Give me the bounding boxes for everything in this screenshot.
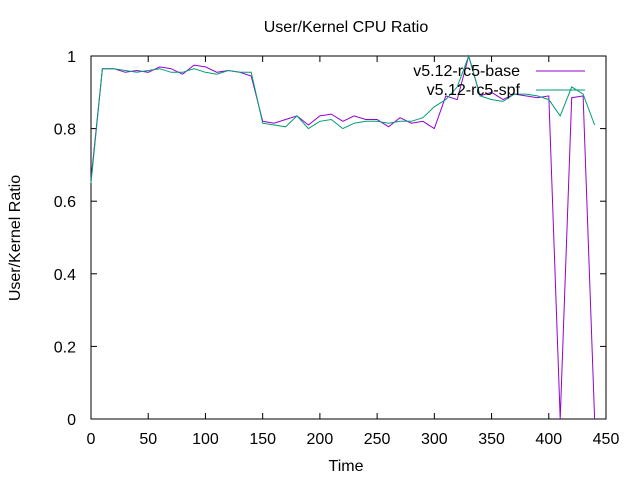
legend-label: v5.12-rc5-base [413, 63, 520, 80]
series-lines [90, 54, 596, 420]
x-tick-label: 200 [307, 431, 334, 448]
series-line-1 [90, 54, 596, 420]
x-tick-label: 150 [249, 431, 276, 448]
x-axis-label: Time [329, 458, 364, 475]
y-tick-label: 1 [67, 49, 76, 66]
plot-area [90, 55, 607, 420]
series-line-2 [90, 54, 596, 184]
x-tick-label: 400 [535, 431, 562, 448]
y-tick-label: 0.8 [54, 122, 76, 139]
x-tick-label: 100 [192, 431, 219, 448]
x-tick-label: 250 [364, 431, 391, 448]
x-tick-label: 50 [139, 431, 157, 448]
chart-title: User/Kernel CPU Ratio [264, 19, 429, 36]
y-tick-label: 0.2 [54, 339, 76, 356]
x-tick-label: 450 [593, 431, 620, 448]
x-tick-label: 300 [421, 431, 448, 448]
y-axis-label: User/Kernel Ratio [7, 175, 24, 301]
x-tick-label: 350 [478, 431, 505, 448]
y-tick-label: 0.6 [54, 194, 76, 211]
legend: v5.12-rc5-base v5.12-rc5-spf [413, 63, 585, 99]
legend-label: v5.12-rc5-spf [427, 82, 521, 99]
y-tick-label: 0 [67, 412, 76, 429]
axis-ticks: 0 50 100 150 200 250 300 350 400 450 0 0.2 0.4 0.6 0.8… [54, 49, 620, 448]
y-tick-label: 0.4 [54, 267, 76, 284]
x-tick-label: 0 [87, 431, 96, 448]
